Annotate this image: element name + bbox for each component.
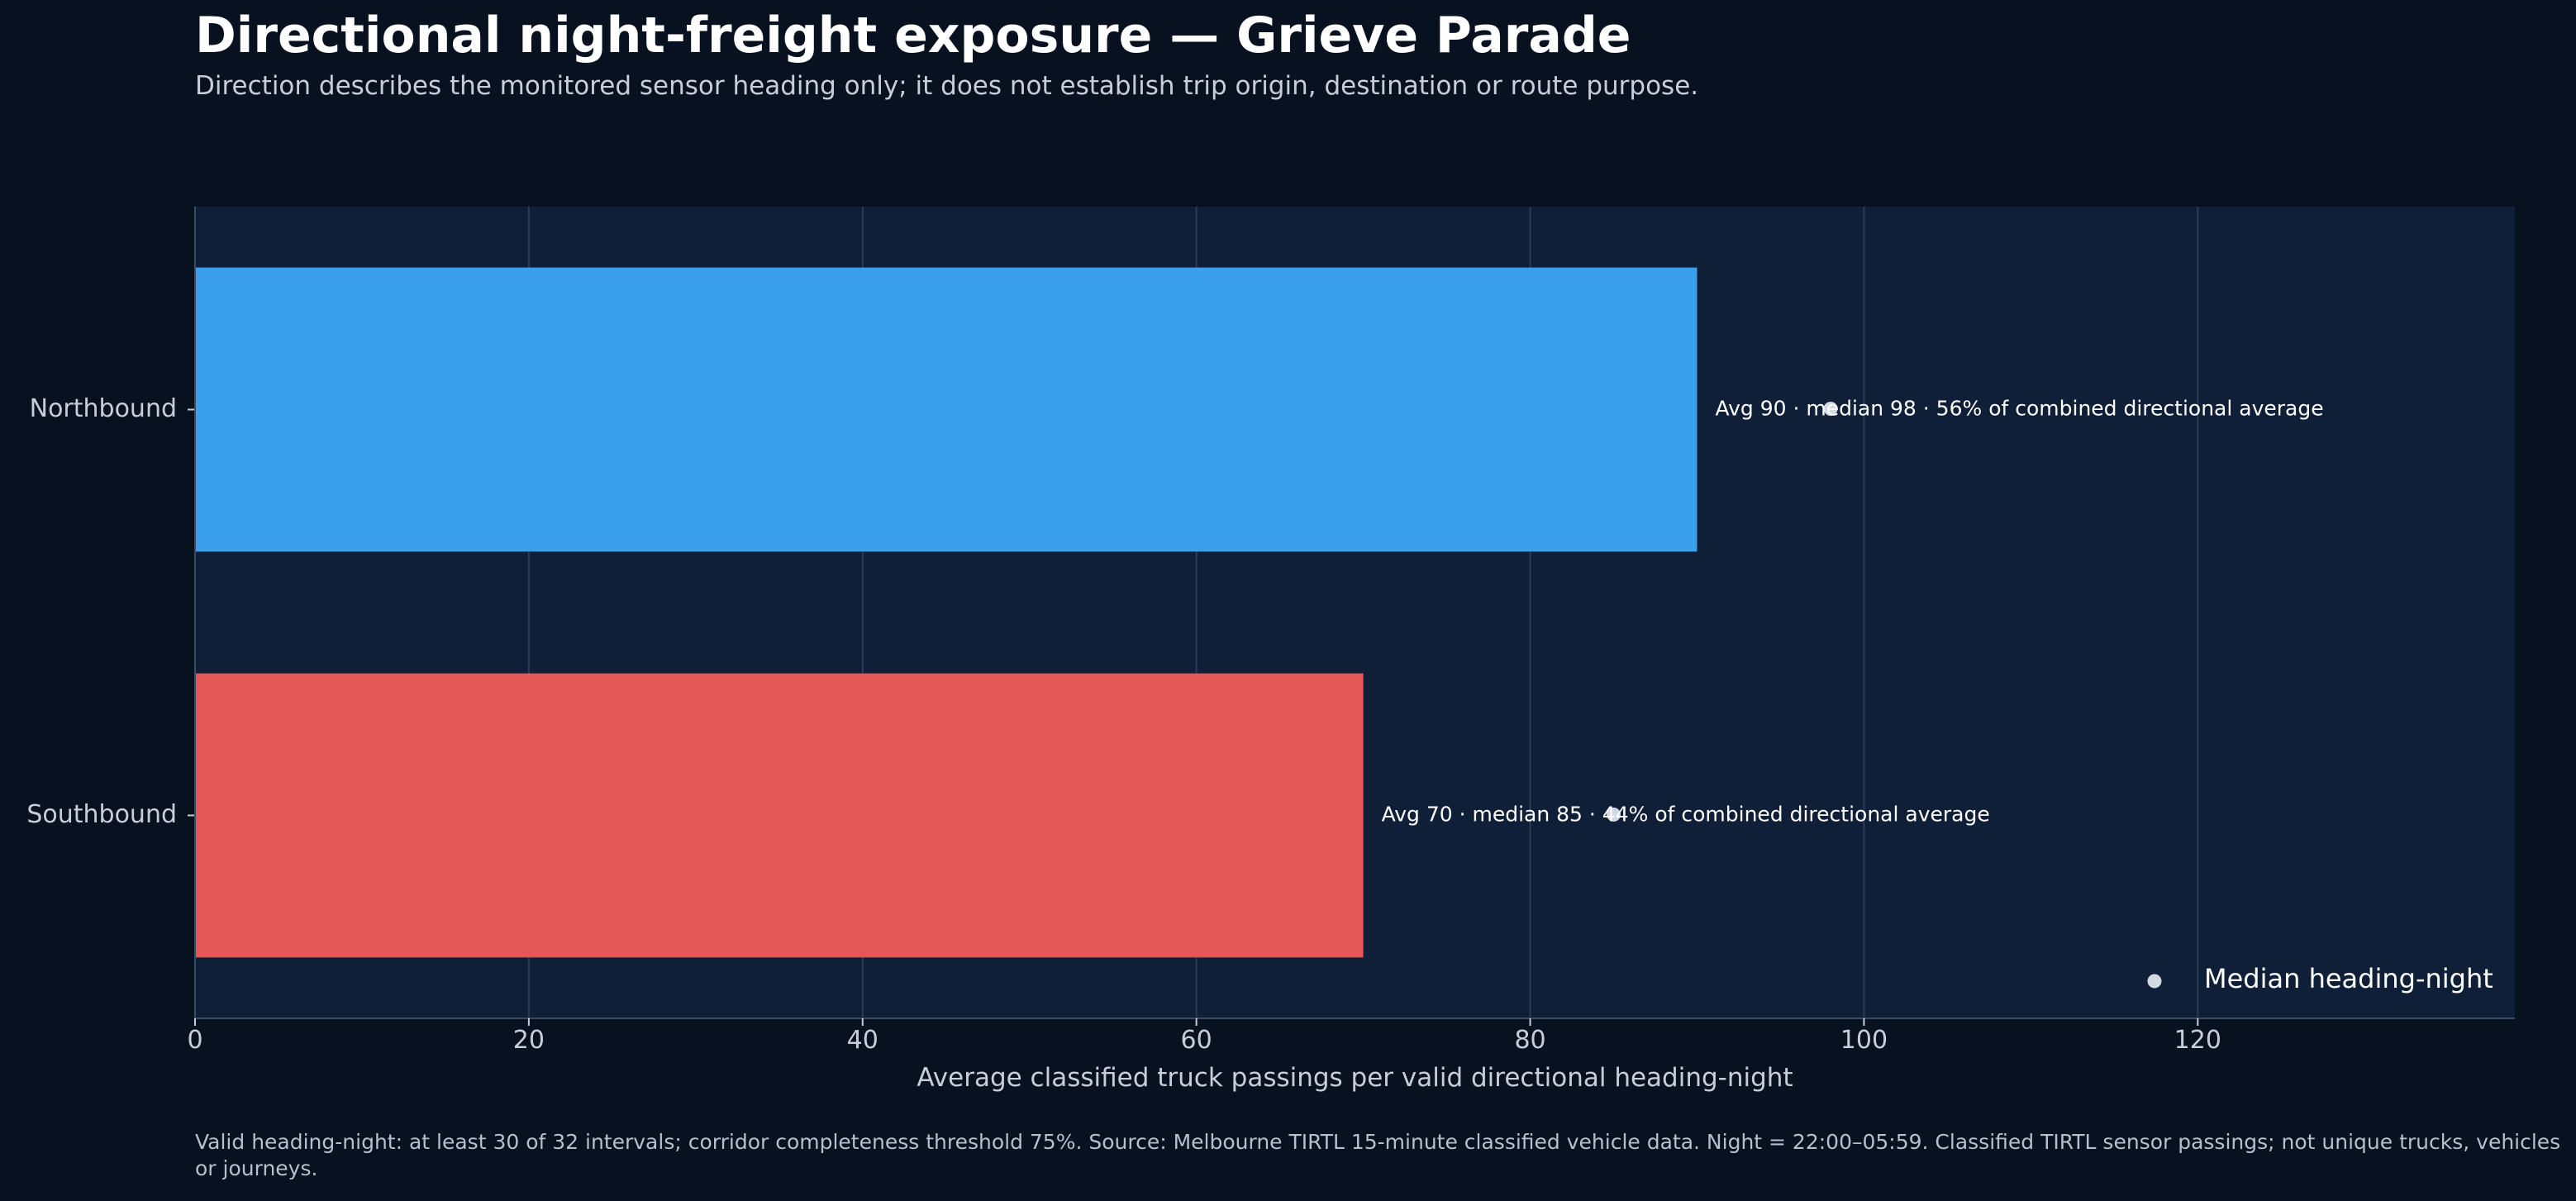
bar-label-southbound: Avg 70 · median 85 · 44% of combined dir… bbox=[1382, 803, 1990, 827]
bar-labels: Avg 90 · median 98 · 56% of combined dir… bbox=[1382, 397, 2324, 827]
bars bbox=[195, 267, 1697, 958]
x-tick-label-20: 20 bbox=[513, 1026, 545, 1055]
x-tick-label-60: 60 bbox=[1181, 1026, 1212, 1055]
x-axis-label: Average classified truck passings per va… bbox=[917, 1063, 1793, 1093]
x-tick-label-0: 0 bbox=[187, 1026, 202, 1055]
bar-northbound bbox=[195, 267, 1697, 552]
y-tick-label-northbound: Northbound bbox=[30, 394, 177, 423]
x-tick-label-40: 40 bbox=[847, 1026, 879, 1055]
legend: Median heading-night bbox=[2147, 963, 2493, 994]
x-tick-label-120: 120 bbox=[2174, 1026, 2221, 1055]
chart-subtitle: Direction describes the monitored sensor… bbox=[195, 71, 1699, 101]
bar-label-northbound: Avg 90 · median 98 · 56% of combined dir… bbox=[1715, 397, 2323, 421]
chart-title: Directional night-freight exposure — Gri… bbox=[195, 7, 1631, 64]
median-marker-northbound bbox=[1823, 402, 1838, 416]
y-tick-label-southbound: Southbound bbox=[26, 800, 177, 829]
axes: Northbound Southbound 0 20 40 60 80 100 120 bbox=[26, 207, 2515, 1055]
bar-southbound bbox=[195, 673, 1364, 958]
x-tick-label-100: 100 bbox=[1840, 1026, 1888, 1055]
median-markers bbox=[1607, 402, 1838, 822]
footnote: Valid heading-night: at least 30 of 32 i… bbox=[195, 1130, 2561, 1180]
legend-median-marker bbox=[2147, 974, 2162, 989]
legend-label-median: Median heading-night bbox=[2204, 963, 2493, 994]
median-marker-southbound bbox=[1607, 808, 1621, 822]
x-tick-label-80: 80 bbox=[1514, 1026, 1545, 1055]
